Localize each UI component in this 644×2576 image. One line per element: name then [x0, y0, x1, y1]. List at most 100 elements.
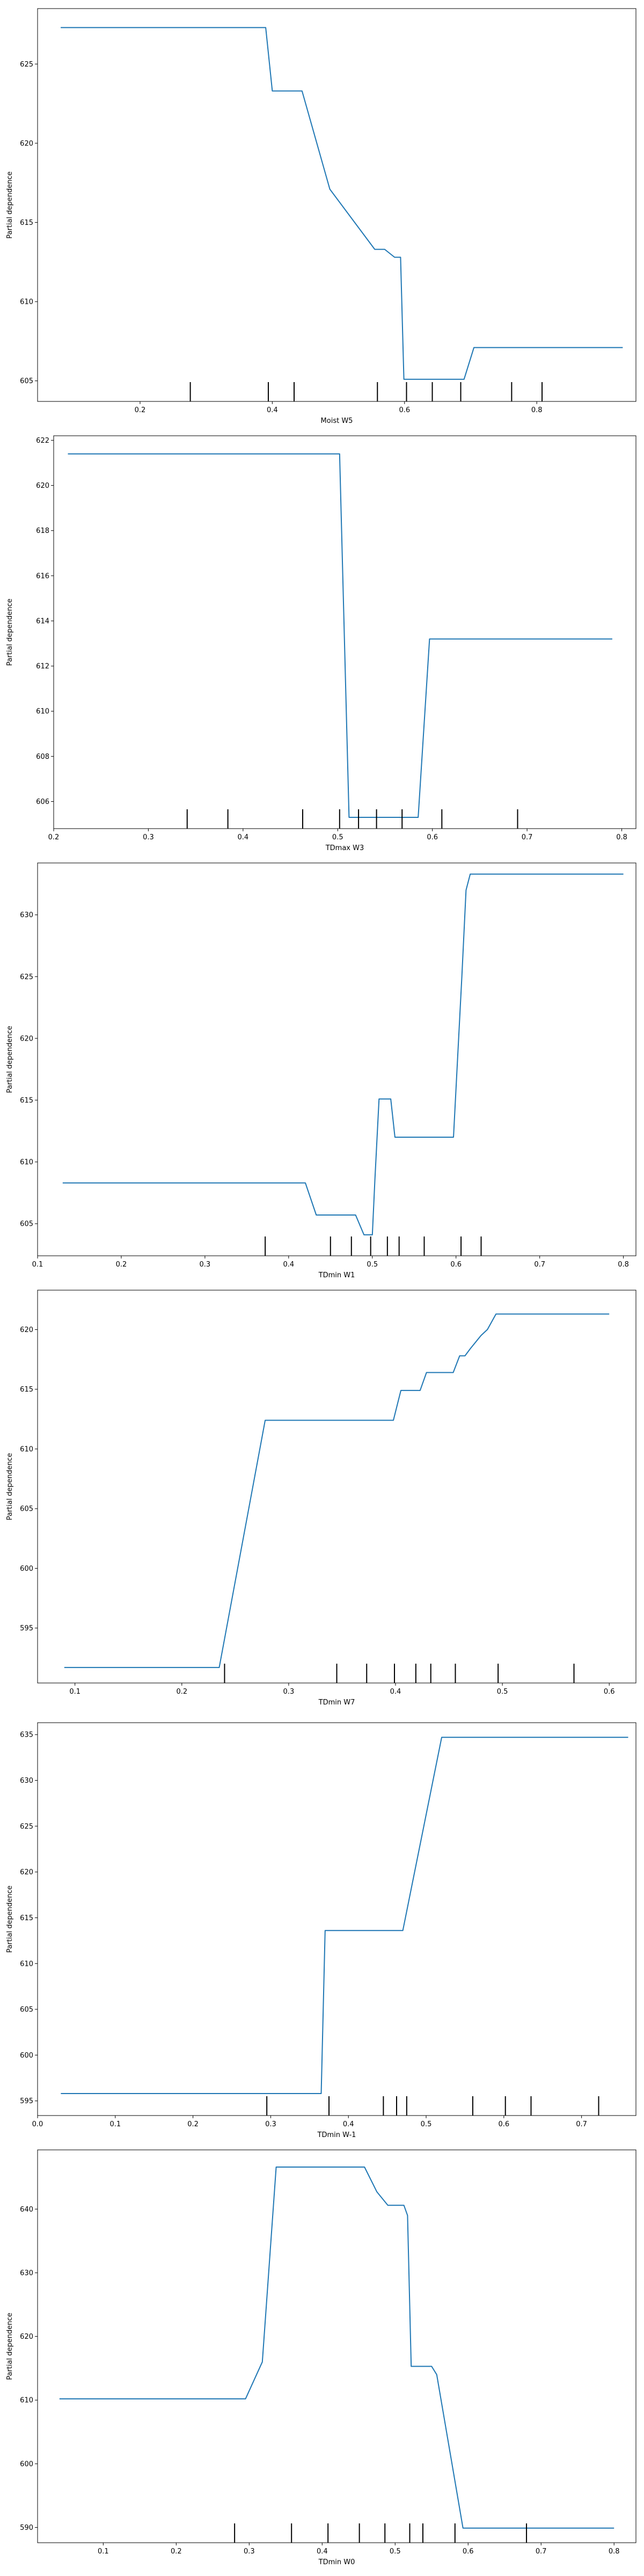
partial-dependence-line	[59, 2167, 614, 2529]
y-tick-label: 630	[20, 1777, 33, 1785]
x-tick-label: 0.1	[98, 2548, 109, 2556]
y-tick-label: 616	[36, 572, 49, 580]
x-tick-label: 0.7	[522, 833, 533, 841]
y-tick-label: 610	[36, 708, 49, 716]
y-tick-label: 625	[20, 1823, 33, 1831]
y-tick-label: 605	[20, 1505, 33, 1513]
plot-frame	[37, 1722, 636, 2116]
y-tick-label: 615	[20, 1096, 33, 1104]
x-tick-label: 0.2	[116, 1261, 127, 1269]
x-tick-label: 0.1	[69, 1688, 80, 1696]
x-tick-label: 0.8	[616, 833, 627, 841]
x-tick-label: 0.6	[498, 2120, 509, 2128]
y-tick-label: 605	[20, 2006, 33, 2014]
partial-dependence-line	[61, 1737, 628, 2094]
chart-panel: 0.1 0.2 0.3 0.4 0.5 0.6 0.7 0.8 590 600 610 620 630 6…	[6, 2149, 636, 2566]
y-tick-label: 610	[20, 1445, 33, 1453]
x-tick-label: 0.8	[609, 2548, 620, 2556]
x-tick-label: 0.2	[171, 2548, 182, 2556]
y-tick-label: 610	[20, 298, 33, 306]
y-tick-label: 600	[20, 2460, 33, 2468]
x-tick-label: 0.4	[343, 2120, 354, 2128]
y-axis-label: Partial dependence	[6, 1453, 14, 1520]
y-tick-label: 635	[20, 1731, 33, 1739]
x-tick-label: 0.3	[244, 2548, 255, 2556]
y-tick-label: 618	[36, 527, 49, 535]
x-tick-label: 0.7	[576, 2120, 587, 2128]
y-tick-label: 630	[20, 2269, 33, 2277]
x-tick-label: 0.2	[187, 2120, 199, 2128]
y-axis-label: Partial dependence	[6, 1885, 14, 1952]
y-tick-label: 625	[20, 973, 33, 981]
chart-panel: 0.0 0.1 0.2 0.3 0.4 0.5 0.6 0.7 595 600 605 610 615 6…	[6, 1722, 636, 2139]
x-tick-label: 0.5	[390, 2548, 401, 2556]
partial-dependence-line	[61, 27, 623, 380]
x-tick-label: 0.3	[283, 1688, 295, 1696]
x-axis-label: TDmin W1	[318, 1271, 355, 1279]
x-tick-label: 0.6	[427, 833, 438, 841]
x-axis-label: TDmin W-1	[317, 2131, 356, 2139]
chart-panel: 0.2 0.4 0.6 0.8 605 610 615 620 625 Moist W5 Parti…	[6, 8, 636, 425]
x-tick-label: 0.8	[531, 406, 543, 414]
x-tick-label: 0.5	[367, 1261, 378, 1269]
x-tick-label: 0.7	[536, 2548, 547, 2556]
plot-frame	[37, 2149, 636, 2543]
y-tick-label: 640	[20, 2206, 33, 2214]
y-tick-label: 590	[20, 2524, 33, 2532]
x-axis-label: TDmax W3	[325, 844, 364, 852]
x-tick-label: 0.5	[421, 2120, 432, 2128]
y-tick-label: 630	[20, 911, 33, 919]
x-tick-label: 0.0	[32, 2120, 43, 2128]
x-tick-label: 0.2	[176, 1688, 187, 1696]
y-tick-label: 620	[20, 140, 33, 148]
y-tick-label: 622	[36, 437, 49, 445]
x-tick-label: 0.1	[32, 1261, 43, 1269]
x-tick-label: 0.4	[283, 1261, 294, 1269]
x-axis-label: TDmin W0	[318, 2558, 355, 2566]
y-tick-label: 606	[36, 798, 49, 806]
x-tick-label: 0.3	[143, 833, 154, 841]
x-axis-label: TDmin W7	[318, 1699, 355, 1707]
y-tick-label: 612	[36, 663, 49, 671]
x-tick-label: 0.7	[534, 1261, 545, 1269]
y-tick-label: 610	[20, 1159, 33, 1167]
y-tick-label: 625	[20, 61, 33, 69]
x-tick-label: 0.6	[399, 406, 410, 414]
y-tick-label: 600	[20, 2052, 33, 2060]
y-tick-label: 615	[20, 1386, 33, 1394]
chart-panel: 0.2 0.3 0.4 0.5 0.6 0.7 0.8 606 608 610 612 614 616 6…	[6, 435, 636, 852]
y-tick-label: 620	[20, 1869, 33, 1877]
y-tick-label: 615	[20, 1914, 33, 1922]
y-tick-label: 595	[20, 2097, 33, 2105]
x-tick-label: 0.5	[497, 1688, 508, 1696]
y-tick-label: 605	[20, 1220, 33, 1228]
plot-frame	[37, 862, 636, 1256]
x-axis-label: Moist W5	[321, 417, 353, 425]
y-axis-label: Partial dependence	[6, 2312, 14, 2380]
partial-dependence-line	[62, 873, 624, 1235]
y-tick-label: 595	[20, 1624, 33, 1633]
y-tick-label: 610	[20, 2397, 33, 2405]
y-tick-label: 605	[20, 377, 33, 385]
y-tick-label: 600	[20, 1565, 33, 1573]
y-tick-label: 608	[36, 753, 49, 761]
y-tick-label: 620	[36, 482, 49, 490]
partial-dependence-line	[68, 453, 612, 818]
x-tick-label: 0.4	[267, 406, 278, 414]
x-tick-label: 0.3	[265, 2120, 276, 2128]
x-tick-label: 0.4	[390, 1688, 401, 1696]
x-tick-label: 0.2	[48, 833, 60, 841]
x-tick-label: 0.5	[332, 833, 343, 841]
plot-frame	[37, 1290, 636, 1684]
y-axis-label: Partial dependence	[6, 598, 14, 665]
chart-panel: 0.1 0.2 0.3 0.4 0.5 0.6 595 600 605 610 615 620 TDmi…	[6, 1290, 636, 1707]
plot-frame	[37, 8, 636, 402]
x-tick-label: 0.6	[450, 1261, 462, 1269]
y-tick-label: 610	[20, 1960, 33, 1968]
x-tick-label: 0.6	[604, 1688, 615, 1696]
y-axis-label: Partial dependence	[6, 1026, 14, 1093]
x-tick-label: 0.6	[463, 2548, 474, 2556]
plot-frame	[53, 435, 636, 829]
x-tick-label: 0.2	[135, 406, 146, 414]
